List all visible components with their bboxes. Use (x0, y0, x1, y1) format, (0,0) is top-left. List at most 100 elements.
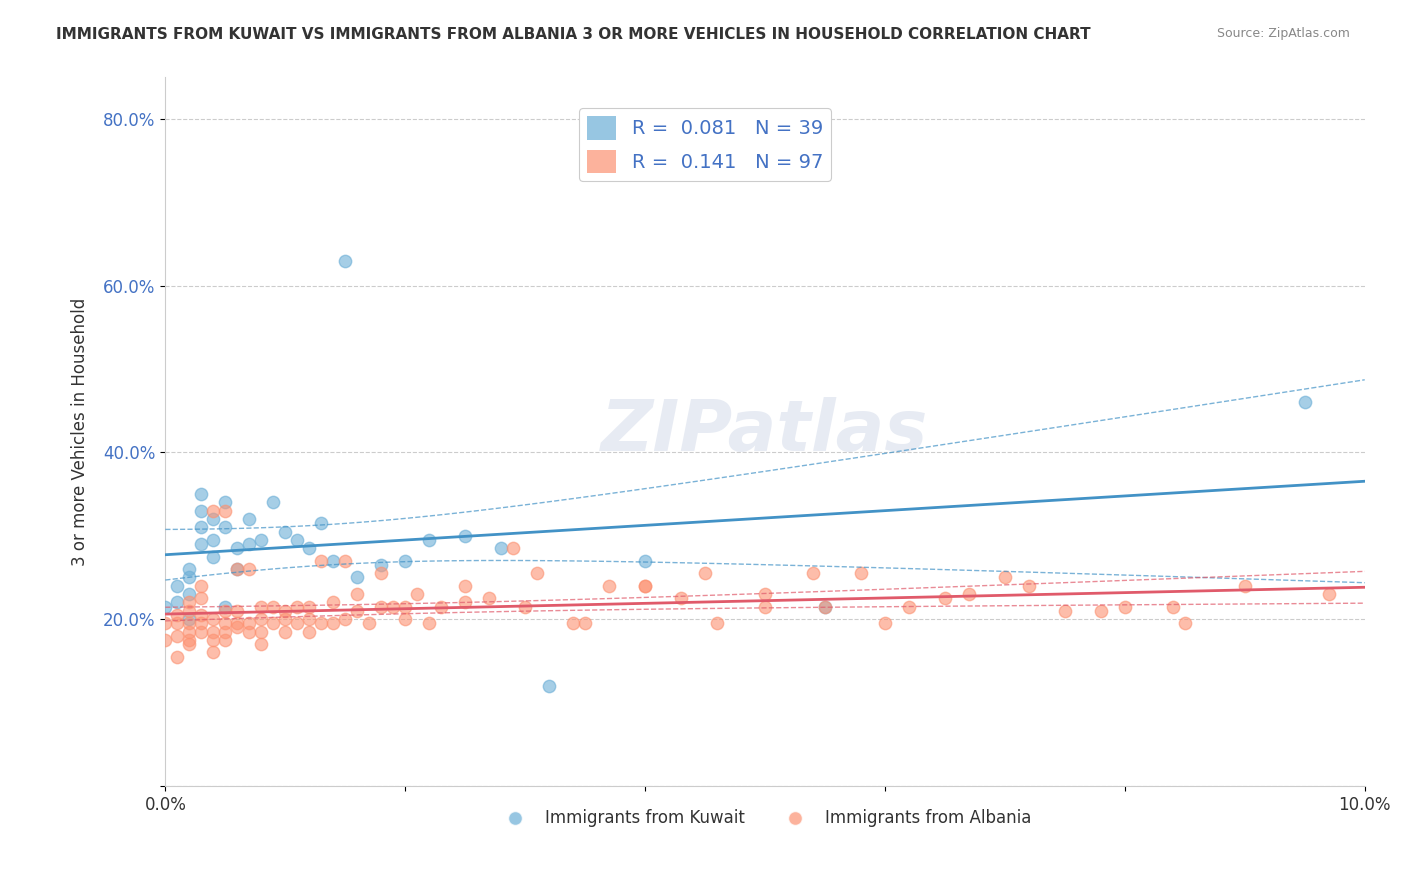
Point (190, 520, 212, 534)
Point (1053, 604, 1076, 618)
Point (179, 624, 201, 639)
Point (1294, 395, 1316, 409)
Point (166, 579, 188, 593)
Point (394, 612, 416, 626)
Point (754, 587, 776, 601)
Point (311, 554, 333, 568)
Point (238, 562, 260, 576)
Point (574, 616, 596, 631)
Point (1161, 599, 1184, 614)
Point (214, 632, 236, 647)
Point (179, 562, 201, 576)
Point (190, 624, 212, 639)
Point (322, 595, 344, 609)
Point (934, 591, 956, 606)
Point (166, 595, 188, 609)
Point (454, 579, 477, 593)
Point (214, 616, 236, 631)
Point (250, 599, 273, 614)
Point (238, 512, 260, 526)
Point (250, 637, 273, 651)
Point (238, 616, 260, 631)
Point (814, 599, 837, 614)
Point (166, 616, 188, 631)
Point (478, 591, 501, 606)
Point (706, 616, 728, 631)
Point (562, 616, 585, 631)
Point (226, 604, 249, 618)
Point (346, 570, 368, 584)
Point (370, 599, 392, 614)
Point (598, 579, 620, 593)
Point (346, 587, 368, 601)
Point (814, 599, 837, 614)
Point (298, 599, 321, 614)
Point (202, 512, 225, 526)
Point (226, 616, 249, 631)
Point (250, 612, 273, 626)
Point (166, 649, 188, 664)
Point (274, 524, 297, 539)
Point (394, 599, 416, 614)
Point (274, 624, 297, 639)
Point (502, 541, 524, 556)
Point (370, 558, 392, 572)
Point (634, 579, 657, 593)
Point (1233, 579, 1256, 593)
Point (873, 616, 896, 631)
Point (335, 253, 357, 268)
Point (202, 533, 225, 547)
Point (155, 599, 177, 614)
Point (489, 541, 512, 556)
Point (190, 504, 212, 518)
Point (214, 604, 236, 618)
Point (190, 537, 212, 551)
Point (262, 599, 284, 614)
Point (262, 616, 284, 631)
Point (298, 624, 321, 639)
Point (179, 587, 201, 601)
Point (179, 612, 201, 626)
Point (166, 629, 188, 643)
Point (849, 566, 872, 581)
Text: ZIPatlas: ZIPatlas (602, 397, 929, 467)
Point (1317, 587, 1340, 601)
Point (754, 599, 776, 614)
Point (634, 554, 657, 568)
Point (250, 624, 273, 639)
Point (166, 607, 188, 622)
Point (1114, 599, 1136, 614)
Point (335, 554, 357, 568)
Point (454, 595, 477, 609)
Point (454, 529, 477, 543)
Point (190, 607, 212, 622)
Point (179, 604, 201, 618)
Point (179, 570, 201, 584)
Point (226, 620, 249, 634)
Point (430, 599, 453, 614)
Point (202, 645, 225, 659)
Point (179, 637, 201, 651)
Point (202, 612, 225, 626)
Point (250, 533, 273, 547)
Point (179, 595, 201, 609)
Point (418, 533, 440, 547)
Point (202, 632, 225, 647)
Point (274, 604, 297, 618)
Point (322, 554, 344, 568)
Point (335, 612, 357, 626)
Point (238, 537, 260, 551)
Point (311, 616, 333, 631)
Point (190, 591, 212, 606)
Point (214, 504, 236, 518)
Point (262, 495, 284, 509)
Point (322, 616, 344, 631)
Point (238, 624, 260, 639)
Point (538, 679, 561, 693)
Point (1090, 604, 1112, 618)
Point (382, 599, 405, 614)
Point (285, 616, 308, 631)
Point (418, 616, 440, 631)
Point (298, 612, 321, 626)
Point (370, 566, 392, 581)
